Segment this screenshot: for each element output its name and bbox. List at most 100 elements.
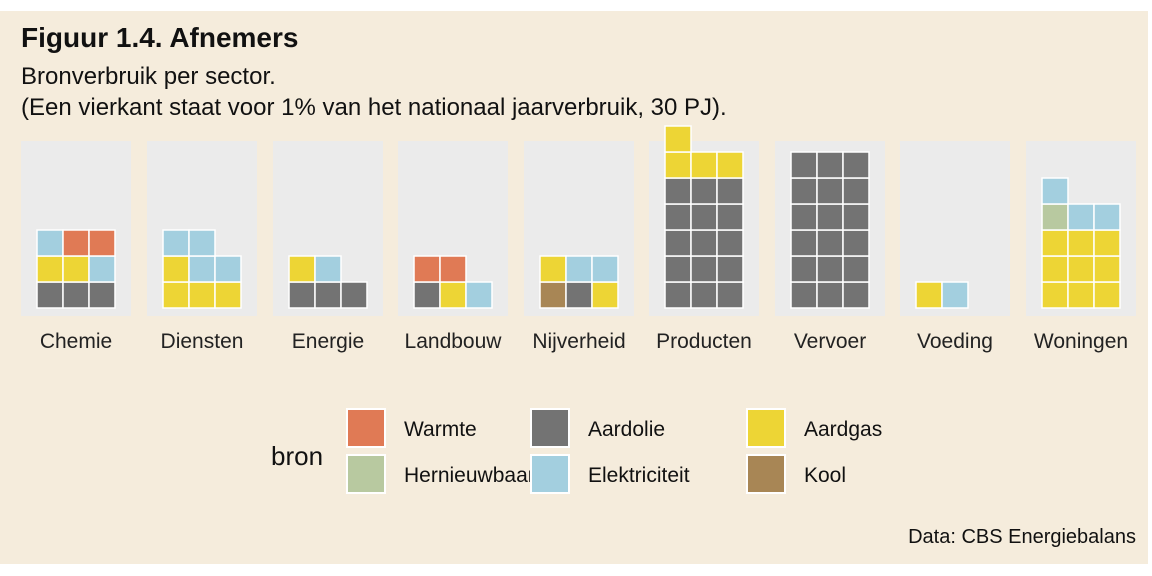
square-producten-aardolie [716,255,744,283]
square-producten-aardolie [690,203,718,231]
sector-label-diensten: Diensten [161,330,244,353]
square-producten-aardgas [664,151,692,179]
square-woningen-aardgas [1093,281,1121,309]
square-landbouw-warmte [439,255,467,283]
square-vervoer-aardolie [842,281,870,309]
square-producten-aardolie [716,229,744,257]
square-chemie-aardolie [88,281,116,309]
square-diensten-elektriciteit [214,255,242,283]
square-woningen-elektriciteit [1041,177,1069,205]
square-diensten-elektriciteit [188,255,216,283]
square-energie-aardolie [314,281,342,309]
square-woningen-elektriciteit [1093,203,1121,231]
square-nijverheid-aardolie [565,281,593,309]
square-landbouw-aardolie [413,281,441,309]
square-producten-aardolie [664,203,692,231]
legend-label: Hernieuwbaar [404,464,535,487]
sector-label-chemie: Chemie [40,330,112,353]
legend-title: bron [271,441,324,471]
sector-label-nijverheid: Nijverheid [532,330,625,353]
square-vervoer-aardolie [816,177,844,205]
square-producten-aardolie [690,229,718,257]
square-chemie-aardolie [62,281,90,309]
square-voeding-elektriciteit [941,281,969,309]
square-nijverheid-aardgas [539,255,567,283]
sector-label-woningen: Woningen [1034,330,1128,353]
square-woningen-aardgas [1067,255,1095,283]
square-nijverheid-kool [539,281,567,309]
legend-label: Aardolie [588,418,666,441]
square-woningen-aardgas [1041,255,1069,283]
square-nijverheid-elektriciteit [591,255,619,283]
square-woningen-aardgas [1067,229,1095,257]
square-woningen-aardgas [1041,229,1069,257]
square-nijverheid-aardgas [591,281,619,309]
square-vervoer-aardolie [816,203,844,231]
square-vervoer-aardolie [842,177,870,205]
square-chemie-elektriciteit [36,229,64,257]
square-vervoer-aardolie [790,151,818,179]
square-diensten-elektriciteit [188,229,216,257]
square-landbouw-elektriciteit [465,281,493,309]
data-source-caption: Data: CBS Energiebalans [908,526,1136,548]
square-producten-aardolie [664,281,692,309]
square-diensten-aardgas [162,255,190,283]
square-chemie-elektriciteit [88,255,116,283]
square-chemie-warmte [62,229,90,257]
square-vervoer-aardolie [816,281,844,309]
square-energie-elektriciteit [314,255,342,283]
sector-label-producten: Producten [656,330,752,353]
square-chemie-aardgas [62,255,90,283]
square-producten-aardolie [664,255,692,283]
sector-label-energie: Energie [292,330,364,353]
legend-swatch [746,454,786,494]
square-woningen-hernieuwbaar [1041,203,1069,231]
square-chemie-aardgas [36,255,64,283]
square-producten-aardolie [716,203,744,231]
square-producten-aardolie [690,177,718,205]
sector-label-vervoer: Vervoer [794,330,866,353]
square-woningen-aardgas [1041,281,1069,309]
square-producten-aardolie [716,177,744,205]
square-energie-aardolie [340,281,368,309]
legend-swatch [346,454,386,494]
square-diensten-aardgas [162,281,190,309]
square-vervoer-aardolie [790,177,818,205]
square-nijverheid-elektriciteit [565,255,593,283]
legend-label: Kool [804,464,847,487]
square-chemie-warmte [88,229,116,257]
legend-swatch [746,408,786,448]
legend-label: Elektriciteit [588,464,690,487]
square-vervoer-aardolie [790,281,818,309]
square-vervoer-aardolie [816,229,844,257]
square-producten-aardolie [664,229,692,257]
square-woningen-aardgas [1093,229,1121,257]
square-vervoer-aardolie [842,255,870,283]
square-producten-aardgas [664,125,692,153]
square-vervoer-aardolie [816,255,844,283]
legend-label: Aardgas [804,418,883,441]
legend-swatch [346,408,386,448]
chart-subtitle-line-1: Bronverbruik per sector. [21,63,276,90]
square-energie-aardolie [288,281,316,309]
chart-subtitle-line-2: (Een vierkant staat voor 1% van het nati… [21,94,727,121]
sector-label-voeding: Voeding [917,330,993,353]
square-vervoer-aardolie [816,151,844,179]
square-diensten-elektriciteit [162,229,190,257]
square-woningen-aardgas [1067,281,1095,309]
square-producten-aardolie [664,177,692,205]
square-chemie-aardolie [36,281,64,309]
square-producten-aardgas [716,151,744,179]
square-vervoer-aardolie [790,203,818,231]
square-landbouw-warmte [413,255,441,283]
square-landbouw-aardgas [439,281,467,309]
square-woningen-aardgas [1093,255,1121,283]
square-diensten-aardgas [188,281,216,309]
legend-swatch [530,454,570,494]
square-producten-aardgas [690,151,718,179]
square-vervoer-aardolie [842,151,870,179]
square-woningen-elektriciteit [1067,203,1095,231]
square-energie-aardgas [288,255,316,283]
square-producten-aardolie [690,255,718,283]
